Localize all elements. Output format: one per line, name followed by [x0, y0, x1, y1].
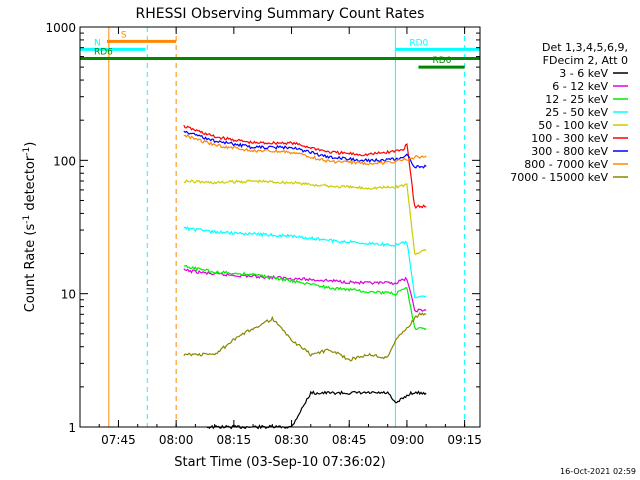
legend-label-0: 3 - 6 keV: [559, 67, 608, 80]
legend-label-1: 6 - 12 keV: [552, 80, 608, 93]
legend-label-4: 50 - 100 keV: [538, 119, 608, 132]
legend-label-5: 100 - 300 keV: [531, 132, 608, 145]
state-bar-label-3: RD6: [94, 48, 113, 58]
legend-label-7: 800 - 7000 keV: [524, 158, 608, 171]
series-line-1: [183, 268, 427, 313]
y-axis-label-main: Count Rate (s: [23, 224, 38, 313]
x-tick-label-6: 09:15: [447, 433, 482, 447]
y-axis-label-mid: detector: [23, 155, 38, 215]
x-axis-label: Start Time (03-Sep-10 07:36:02): [174, 455, 385, 470]
y-tick-label-1: 10: [61, 288, 76, 302]
y-axis-label-sup1: -1: [22, 215, 32, 224]
axes: 07:45 08:00 08:15 08:30 08:45 09:00 09:15 1 10 10…: [45, 21, 481, 447]
legend-label-6: 300 - 800 keV: [531, 145, 608, 158]
x-tick-label-1: 08:00: [159, 433, 194, 447]
plot-frame: [79, 26, 481, 428]
series-line-2: [183, 264, 427, 331]
series-line-7: [183, 133, 427, 166]
series-line-3: [183, 226, 427, 299]
y-axis-label-sup2: -1: [22, 147, 32, 156]
legend-header-0: Det 1,3,4,5,6,9,: [542, 41, 628, 54]
series-line-5: [183, 124, 427, 209]
series-line-6: [183, 130, 427, 169]
series-lines: [183, 124, 427, 430]
state-bar-label-1: N: [94, 38, 101, 48]
y-axis-label-end: ): [23, 142, 38, 147]
chart-title: RHESSI Observing Summary Count Rates: [136, 6, 425, 22]
y-tick-label-2: 100: [53, 154, 76, 168]
legend-label-8: 7000 - 15000 keV: [510, 171, 608, 184]
legend-header-1: FDecim 2, Att 0: [543, 54, 628, 67]
y-tick-label-3: 1000: [45, 21, 76, 35]
state-bar-label-0: S: [121, 30, 127, 40]
series-line-8: [183, 312, 427, 362]
series-line-4: [183, 179, 427, 256]
x-tick-label-4: 08:45: [332, 433, 367, 447]
legend-label-3: 25 - 50 keV: [545, 106, 608, 119]
footer-timestamp: 16-Oct-2021 02:59: [560, 467, 636, 476]
x-tick-label-2: 08:15: [217, 433, 252, 447]
state-bar-label-2: RD0: [409, 38, 428, 48]
legend-label-2: 12 - 25 keV: [545, 93, 608, 106]
x-tick-label-5: 09:00: [390, 433, 425, 447]
x-tick-label-0: 07:45: [101, 433, 136, 447]
y-tick-label-0: 1: [68, 421, 76, 435]
state-bars: S N RD0 RD6 RD6: [80, 30, 480, 69]
x-tick-label-3: 08:30: [274, 433, 309, 447]
legend: Det 1,3,4,5,6,9,FDecim 2, Att 03 - 6 keV…: [510, 41, 628, 184]
state-bar-label-4: RD6: [432, 56, 451, 66]
y-axis-label: Count Rate (s-1 detector-1): [22, 142, 38, 313]
